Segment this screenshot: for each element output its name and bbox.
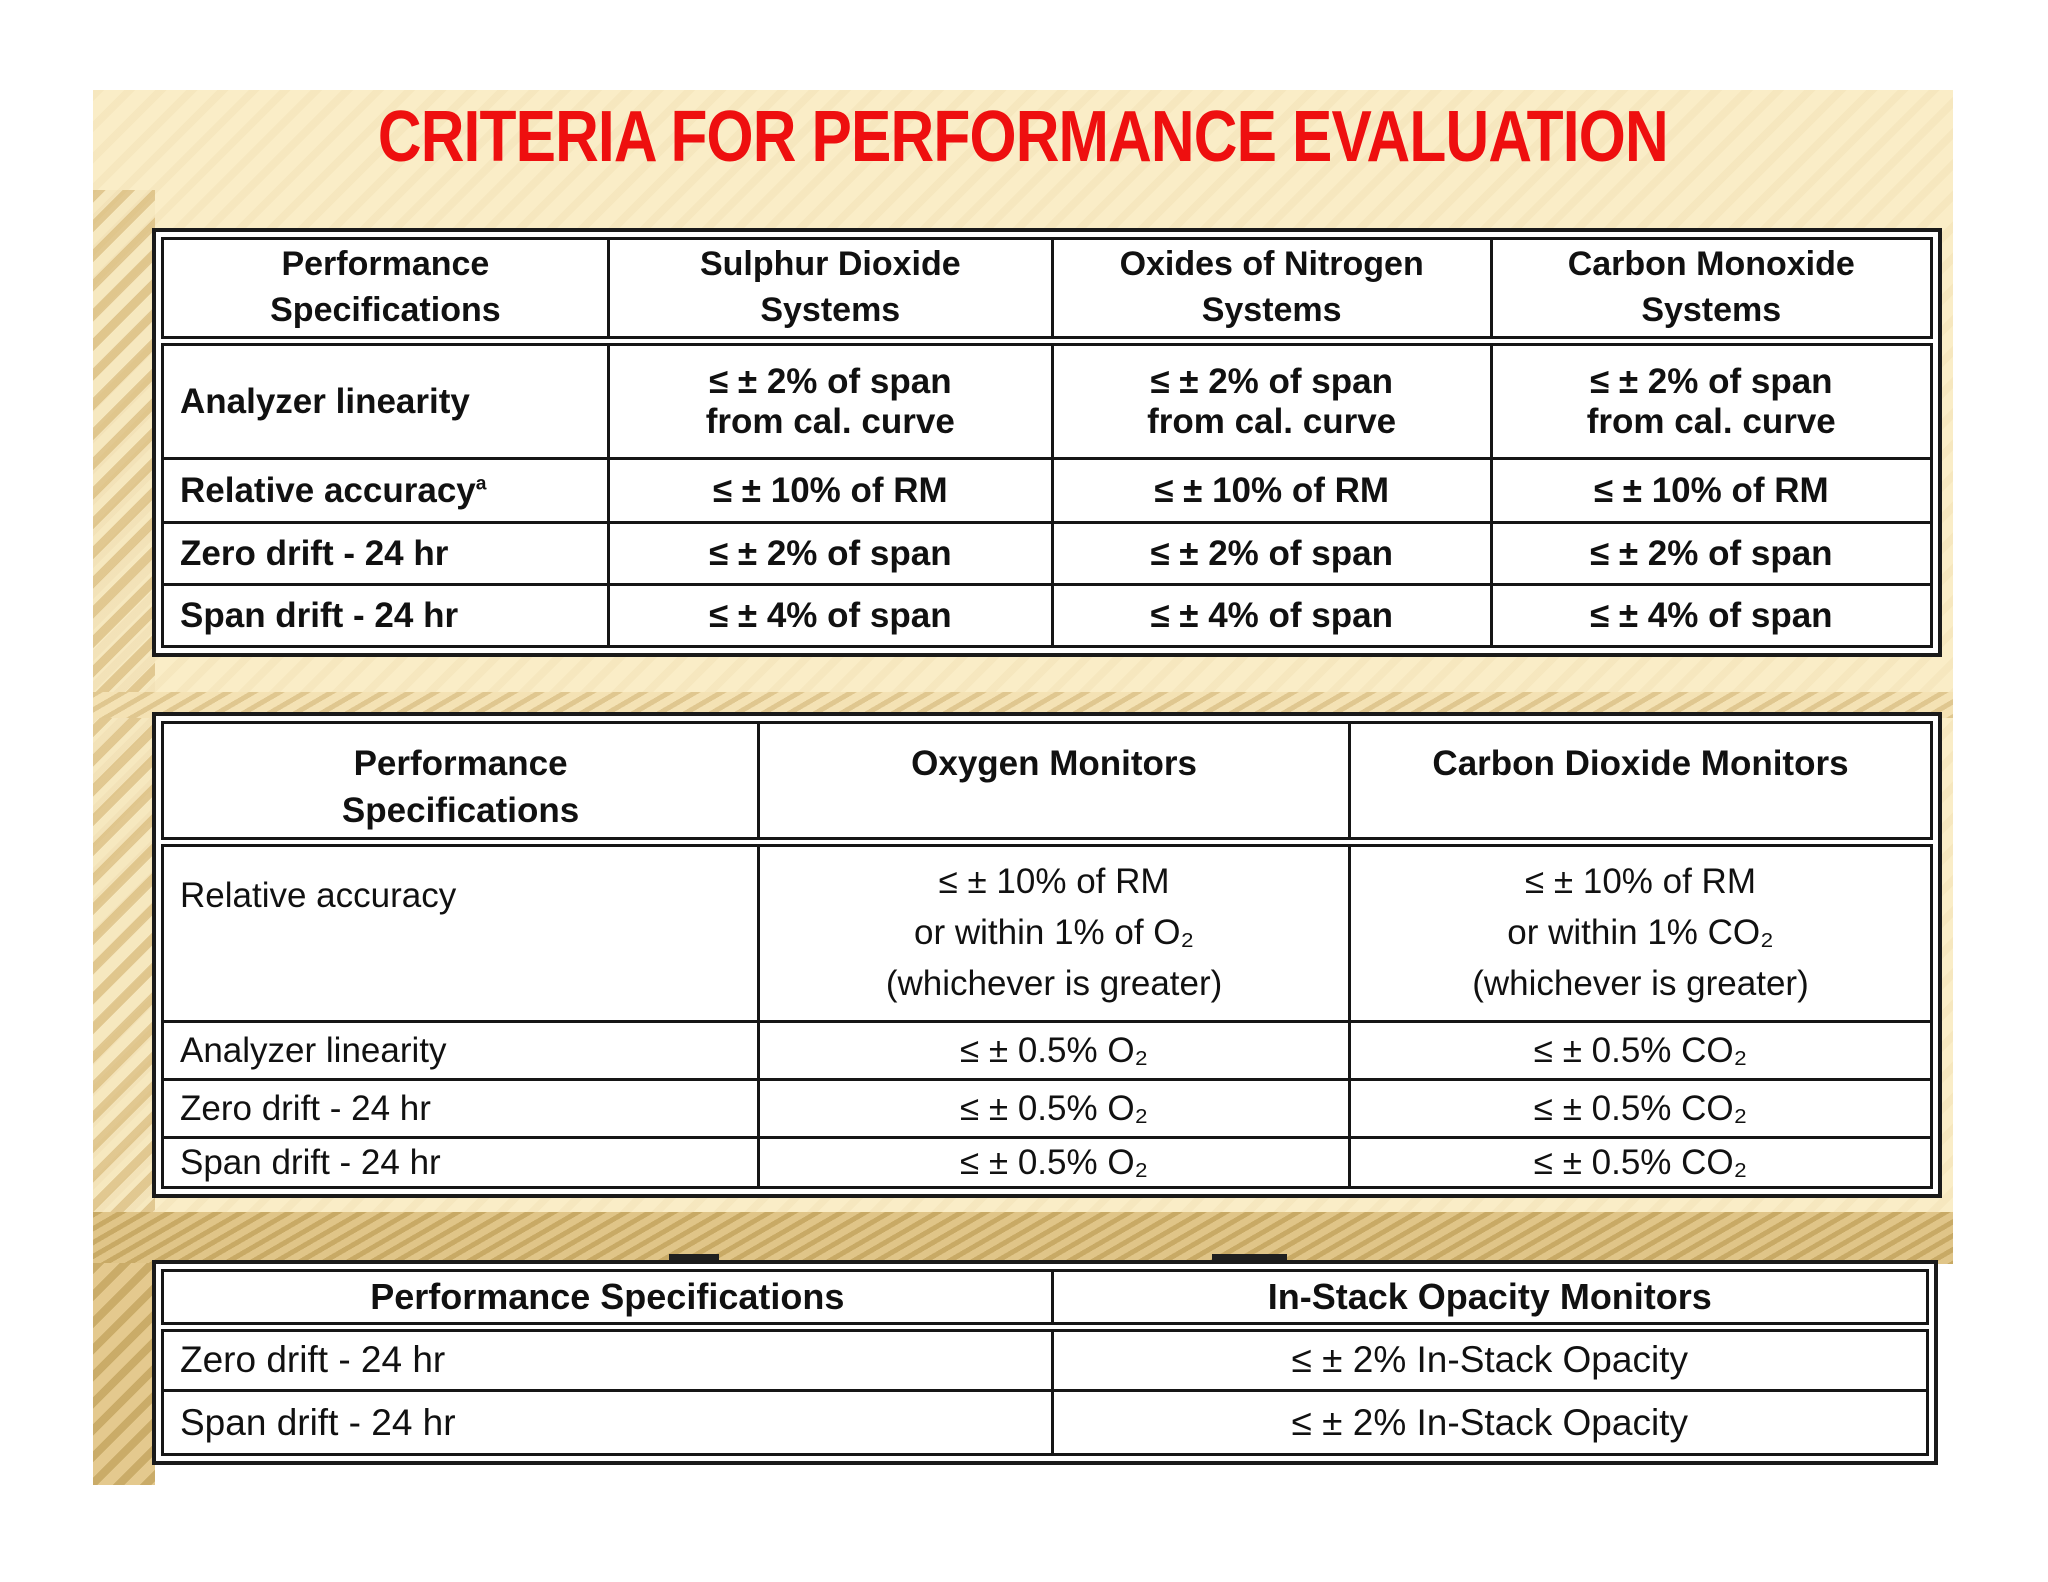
table-row: Zero drift - 24 hr ≤ ± 2% In-Stack Opaci… (161, 1325, 1930, 1392)
value-cell: ≤ ± 2% In-Stack Opacity (1050, 1389, 1930, 1456)
table-row: Zero drift - 24 hr ≤ ± 0.5% O₂ ≤ ± 0.5% … (160, 1078, 1934, 1139)
value-cell: ≤ ± 0.5% CO₂ (1347, 1020, 1934, 1081)
table-row: Performance Specifications Oxygen Monito… (160, 721, 1934, 847)
row-label: Relative accuracy (180, 470, 476, 510)
table-row: Span drift - 24 hr ≤ ± 4% of span ≤ ± 4%… (161, 583, 1933, 649)
value-cell: ≤ ± 4% of span (1489, 583, 1933, 649)
value-cell: ≤ ± 2% of span (1050, 521, 1493, 587)
header-cell: Oxides of Nitrogen Systems (1050, 236, 1493, 346)
header-cell: Carbon Dioxide Monitors (1347, 721, 1934, 847)
value-cell: ≤ ± 2% In-Stack Opacity (1050, 1325, 1930, 1392)
row-label-cell: Zero drift - 24 hr (161, 1325, 1054, 1392)
row-label-cell: Zero drift - 24 hr (161, 521, 610, 587)
header-cell: Sulphur Dioxide Systems (606, 236, 1054, 346)
value-cell: ≤ ± 4% of span (606, 583, 1054, 649)
value-cell: ≤ ± 0.5% CO₂ (1347, 1078, 1934, 1139)
value-cell: ≤ ± 0.5% CO₂ (1347, 1136, 1934, 1189)
value-cell: ≤ ± 10% of RM (1489, 457, 1933, 525)
value-cell: ≤ ± 10% of RM or within 1% CO₂ (whicheve… (1347, 840, 1934, 1023)
table-opacity-monitors: Performance Specifications In-Stack Opac… (152, 1260, 1938, 1465)
table-o2-co2-monitors: Performance Specifications Oxygen Monito… (152, 712, 1942, 1198)
header-cell: Performance Specifications (161, 1269, 1054, 1332)
value-cell: ≤ ± 2% of span from cal. curve (606, 339, 1054, 461)
row-label-cell: Span drift - 24 hr (161, 1389, 1054, 1456)
artifact-dash (669, 1254, 719, 1262)
row-label-cell: Relative accuracya (161, 457, 610, 525)
row-label-cell: Zero drift - 24 hr (160, 1078, 761, 1139)
table-row: Span drift - 24 hr ≤ ± 2% In-Stack Opaci… (161, 1389, 1930, 1456)
table-row: Analyzer linearity ≤ ± 0.5% O₂ ≤ ± 0.5% … (160, 1020, 1934, 1081)
row-label-cell: Span drift - 24 hr (161, 583, 610, 649)
slide-title: CRITERIA FOR PERFORMANCE EVALUATION (378, 97, 1669, 177)
value-cell: ≤ ± 10% of RM or within 1% of O₂ (whiche… (757, 840, 1351, 1023)
footnote-marker: a (475, 473, 487, 495)
header-cell: Performance Specifications (160, 721, 761, 847)
header-cell: In-Stack Opacity Monitors (1050, 1269, 1930, 1332)
table-row: Performance Specifications Sulphur Dioxi… (161, 236, 1933, 346)
row-label-cell: Span drift - 24 hr (160, 1136, 761, 1189)
title-container: CRITERIA FOR PERFORMANCE EVALUATION (93, 97, 1953, 177)
table-row: Analyzer linearity ≤ ± 2% of span from c… (161, 339, 1933, 461)
value-cell: ≤ ± 0.5% O₂ (757, 1136, 1351, 1189)
value-cell: ≤ ± 4% of span (1050, 583, 1493, 649)
value-cell: ≤ ± 10% of RM (606, 457, 1054, 525)
row-label-cell: Analyzer linearity (161, 339, 610, 461)
table-row: Performance Specifications In-Stack Opac… (161, 1269, 1930, 1332)
value-cell: ≤ ± 2% of span (606, 521, 1054, 587)
table-gas-systems: Performance Specifications Sulphur Dioxi… (152, 228, 1942, 658)
table-row: Zero drift - 24 hr ≤ ± 2% of span ≤ ± 2%… (161, 521, 1933, 587)
row-label-cell: Analyzer linearity (160, 1020, 761, 1081)
value-cell: ≤ ± 0.5% O₂ (757, 1020, 1351, 1081)
value-cell: ≤ ± 2% of span from cal. curve (1489, 339, 1933, 461)
value-cell: ≤ ± 2% of span (1489, 521, 1933, 587)
header-cell: Carbon Monoxide Systems (1489, 236, 1933, 346)
artifact-dash (1212, 1254, 1287, 1262)
header-cell: Performance Specifications (161, 236, 610, 346)
value-cell: ≤ ± 0.5% O₂ (757, 1078, 1351, 1139)
gold-hatch-band-between-table2-table3 (93, 1212, 1953, 1264)
value-cell: ≤ ± 10% of RM (1050, 457, 1493, 525)
table-row: Span drift - 24 hr ≤ ± 0.5% O₂ ≤ ± 0.5% … (160, 1136, 1934, 1189)
header-cell: Oxygen Monitors (757, 721, 1351, 847)
table-row: Relative accuracya ≤ ± 10% of RM ≤ ± 10%… (161, 457, 1933, 525)
row-label-cell: Relative accuracy (160, 840, 761, 1023)
value-cell: ≤ ± 2% of span from cal. curve (1050, 339, 1493, 461)
table-row: Relative accuracy ≤ ± 10% of RM or withi… (160, 840, 1934, 1023)
left-hatch-strip-lower (93, 1263, 155, 1485)
